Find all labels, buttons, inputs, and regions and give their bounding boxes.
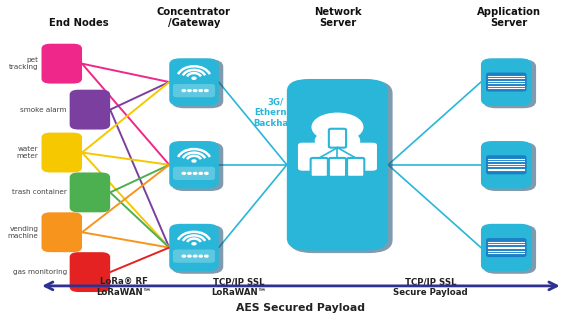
- Circle shape: [199, 90, 202, 92]
- FancyBboxPatch shape: [481, 58, 532, 106]
- FancyBboxPatch shape: [70, 252, 110, 292]
- Circle shape: [199, 255, 202, 257]
- Text: Concentrator
/Gateway: Concentrator /Gateway: [157, 7, 231, 28]
- Circle shape: [192, 243, 196, 245]
- FancyBboxPatch shape: [329, 129, 346, 148]
- Circle shape: [192, 160, 196, 162]
- Text: TCP/IP SSL
Secure Payload: TCP/IP SSL Secure Payload: [393, 277, 467, 297]
- FancyBboxPatch shape: [486, 155, 526, 165]
- FancyBboxPatch shape: [70, 172, 110, 212]
- Text: trash container: trash container: [12, 190, 67, 195]
- FancyBboxPatch shape: [486, 248, 526, 257]
- FancyBboxPatch shape: [169, 141, 219, 189]
- FancyBboxPatch shape: [486, 77, 526, 87]
- FancyBboxPatch shape: [287, 79, 388, 251]
- Circle shape: [194, 172, 197, 174]
- FancyBboxPatch shape: [171, 59, 223, 108]
- Circle shape: [188, 172, 191, 174]
- FancyBboxPatch shape: [486, 73, 526, 82]
- FancyBboxPatch shape: [70, 90, 110, 129]
- FancyBboxPatch shape: [42, 212, 82, 252]
- Circle shape: [188, 90, 191, 92]
- FancyBboxPatch shape: [486, 238, 526, 248]
- Text: TCP/IP SSL
LoRaWAN™: TCP/IP SSL LoRaWAN™: [211, 277, 267, 297]
- FancyBboxPatch shape: [42, 133, 82, 172]
- Text: water
meter: water meter: [17, 146, 39, 159]
- FancyBboxPatch shape: [486, 160, 526, 169]
- Text: vending
machine: vending machine: [8, 226, 39, 239]
- FancyBboxPatch shape: [42, 44, 82, 84]
- FancyBboxPatch shape: [173, 84, 215, 97]
- FancyBboxPatch shape: [347, 158, 364, 177]
- Circle shape: [315, 131, 352, 151]
- FancyBboxPatch shape: [298, 143, 377, 171]
- FancyBboxPatch shape: [289, 80, 393, 253]
- Circle shape: [192, 77, 196, 79]
- Circle shape: [194, 255, 197, 257]
- Circle shape: [205, 90, 208, 92]
- Circle shape: [312, 113, 363, 141]
- Circle shape: [182, 90, 185, 92]
- Circle shape: [182, 255, 185, 257]
- Circle shape: [205, 255, 208, 257]
- Circle shape: [205, 172, 208, 174]
- Text: Application
Server: Application Server: [477, 7, 541, 28]
- FancyBboxPatch shape: [481, 224, 532, 271]
- FancyBboxPatch shape: [329, 158, 346, 177]
- FancyBboxPatch shape: [169, 58, 219, 106]
- FancyBboxPatch shape: [483, 59, 536, 108]
- FancyBboxPatch shape: [483, 142, 536, 191]
- FancyBboxPatch shape: [486, 82, 526, 92]
- Text: End Nodes: End Nodes: [49, 18, 108, 28]
- Circle shape: [332, 146, 357, 160]
- Text: smoke alarm: smoke alarm: [20, 107, 67, 113]
- Text: LoRa® RF
LoRaWAN™: LoRa® RF LoRaWAN™: [96, 277, 152, 297]
- Text: Network
Server: Network Server: [314, 7, 362, 28]
- FancyBboxPatch shape: [171, 142, 223, 191]
- Text: 3G/
Ethernet
Backhaul: 3G/ Ethernet Backhaul: [253, 98, 298, 128]
- FancyBboxPatch shape: [486, 165, 526, 174]
- Circle shape: [324, 131, 360, 151]
- FancyBboxPatch shape: [311, 158, 328, 177]
- FancyBboxPatch shape: [329, 129, 346, 148]
- FancyBboxPatch shape: [169, 224, 219, 271]
- FancyBboxPatch shape: [483, 225, 536, 274]
- FancyBboxPatch shape: [481, 141, 532, 189]
- Circle shape: [199, 172, 202, 174]
- Circle shape: [188, 255, 191, 257]
- FancyBboxPatch shape: [173, 167, 215, 180]
- Circle shape: [182, 172, 185, 174]
- Text: AES Secured Payload: AES Secured Payload: [236, 303, 366, 313]
- Text: pet
tracking: pet tracking: [9, 57, 39, 70]
- FancyBboxPatch shape: [173, 250, 215, 263]
- Circle shape: [318, 146, 343, 160]
- FancyBboxPatch shape: [486, 243, 526, 252]
- FancyBboxPatch shape: [171, 225, 223, 274]
- Circle shape: [194, 90, 197, 92]
- Text: gas monitoring: gas monitoring: [13, 269, 67, 275]
